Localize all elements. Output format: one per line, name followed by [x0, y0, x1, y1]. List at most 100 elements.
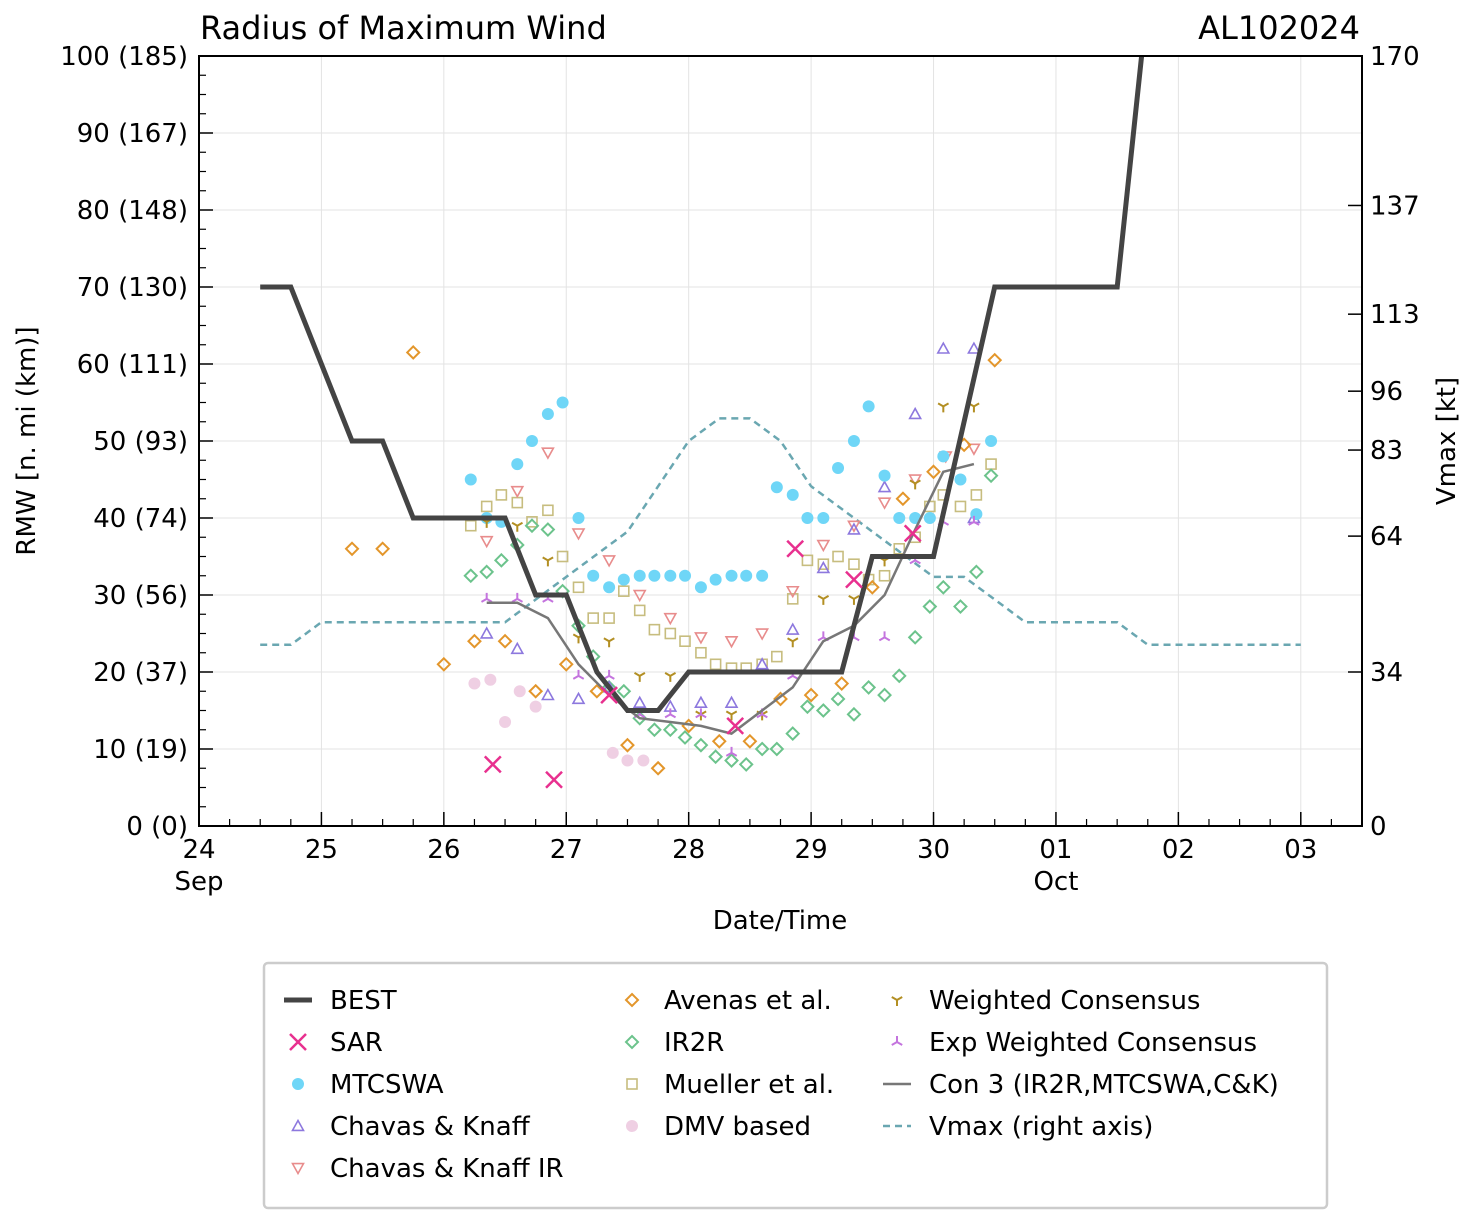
- avenas-et-al-point: [528, 683, 544, 699]
- exp-weighted-consensus-point: [725, 746, 738, 757]
- legend-label: Vmax (right axis): [929, 1112, 1153, 1142]
- mueller-et-al-point: [526, 516, 538, 528]
- sar-point: [903, 524, 922, 543]
- ir2r-point: [677, 730, 693, 745]
- mtcswa-point: [770, 481, 783, 494]
- x-tick-label: 30: [917, 835, 950, 865]
- mtcswa-point: [617, 573, 630, 586]
- y-tick-label: 50 (93): [93, 427, 188, 457]
- mtcswa-point: [817, 512, 830, 524]
- x-tick-label: 01: [1039, 835, 1072, 865]
- chavas-knaff-point: [877, 480, 892, 493]
- mueller-et-al-point: [648, 623, 661, 636]
- avenas-et-al-point: [375, 541, 391, 557]
- exp-weighted-consensus-point: [695, 708, 707, 719]
- best-line: [260, 56, 1145, 713]
- legend-entry-ir2r: IR2R: [624, 1028, 724, 1058]
- legend-entry-best: BEST: [284, 986, 397, 1016]
- legend-entry-sar: SAR: [289, 1028, 383, 1058]
- legend-entry-chavas-knaff-ir: Chavas & Knaff IR: [291, 1154, 564, 1184]
- legend-entry-con-3-ir2r-mtcswa-c-k: Con 3 (IR2R,MTCSWA,C&K): [883, 1070, 1279, 1100]
- mueller-et-al-point: [495, 489, 508, 501]
- series-best: [260, 56, 1145, 713]
- ir2r-point: [815, 703, 831, 718]
- ir2r-point: [922, 599, 938, 614]
- mueller-et-al-point: [817, 558, 830, 571]
- mueller-et-al-point: [679, 635, 691, 648]
- y2-tick-label: 64: [1370, 522, 1403, 552]
- x-tick-label: 25: [305, 835, 338, 865]
- y2-axis-label: Vmax [kt]: [1432, 377, 1462, 505]
- chavas-knaff-point: [967, 341, 981, 354]
- chavas-knaff-ir-point: [694, 632, 708, 645]
- sar-point: [545, 770, 563, 789]
- mtcswa-point: [970, 508, 983, 521]
- mtcswa-point: [801, 512, 814, 524]
- ir2r-point: [953, 599, 968, 614]
- mueller-et-al-point: [480, 500, 493, 513]
- legend-swatch: [292, 1078, 304, 1090]
- chavas-knaff-point: [908, 406, 923, 420]
- con-3-ir2r-mtcswa-c-k-line: [486, 462, 975, 735]
- mtcswa-point: [847, 435, 860, 447]
- sar-point: [845, 570, 863, 589]
- y-tick-label: 60 (111): [77, 350, 188, 380]
- storm-id: AL102024: [1198, 9, 1360, 47]
- mtcswa-point: [878, 469, 891, 482]
- mtcswa-point: [832, 461, 845, 474]
- legend-label: Mueller et al.: [664, 1070, 834, 1100]
- legend-entry-chavas-knaff: Chavas & Knaff: [291, 1112, 531, 1142]
- mtcswa-point: [525, 435, 538, 447]
- mtcswa-point: [985, 435, 998, 447]
- mueller-et-al-point: [878, 569, 891, 582]
- series-vmax-right-axis: [260, 417, 1301, 647]
- legend-label: MTCSWA: [330, 1070, 444, 1100]
- avenas-et-al-point: [711, 733, 727, 749]
- mueller-et-al-point: [633, 604, 646, 617]
- chavas-knaff-point: [632, 695, 647, 708]
- avenas-et-al-point: [344, 541, 360, 557]
- legend-swatch: [626, 1120, 638, 1132]
- legend-entry-vmax-right-axis: Vmax (right axis): [883, 1112, 1153, 1142]
- y-tick-label: 20 (37): [93, 658, 188, 688]
- mtcswa-point: [464, 473, 477, 486]
- mtcswa-point: [679, 569, 692, 582]
- chavas-knaff-ir-point: [724, 636, 739, 649]
- ir2r-point: [769, 741, 785, 757]
- x-tick-label: 29: [795, 835, 828, 865]
- x-tick-label: 03: [1284, 835, 1317, 865]
- x-tick-label: 28: [672, 835, 705, 865]
- mueller-et-al-point: [572, 581, 585, 594]
- legend-swatch: [624, 1034, 640, 1050]
- chavas-knaff-point: [541, 687, 555, 701]
- mtcswa-point: [556, 396, 569, 409]
- ir2r-point: [846, 706, 862, 722]
- series-con-3-ir2r-mtcswa-c-k: [486, 462, 975, 735]
- vmax-right-axis-line: [260, 417, 1301, 647]
- weighted-consensus-point: [725, 710, 738, 721]
- legend-label: Avenas et al.: [664, 986, 832, 1016]
- x-tick-label: 24: [182, 835, 215, 865]
- chavas-knaff-point: [847, 522, 861, 535]
- dmv-based-point: [529, 700, 542, 713]
- mueller-et-al-point: [618, 585, 630, 597]
- avenas-et-al-point: [834, 676, 850, 691]
- exp-weighted-consensus-point: [572, 669, 585, 680]
- sar-point: [600, 686, 618, 704]
- ir2r-point: [785, 726, 801, 742]
- exp-weighted-consensus-point: [968, 515, 980, 526]
- avenas-et-al-point: [773, 691, 788, 707]
- ir2r-point: [983, 468, 999, 484]
- legend-swatch: [626, 1078, 638, 1090]
- exp-weighted-consensus-point: [878, 631, 891, 642]
- ir2r-point: [616, 683, 632, 699]
- mueller-et-al-point: [511, 496, 524, 509]
- series-ir2r: [463, 468, 999, 772]
- avenas-et-al-point: [467, 633, 482, 649]
- sar-point: [786, 539, 805, 558]
- legend-label: Exp Weighted Consensus: [929, 1028, 1257, 1058]
- y-tick-label: 30 (56): [93, 581, 188, 611]
- series-mtcswa: [464, 396, 998, 594]
- legend-swatch: [891, 1036, 903, 1046]
